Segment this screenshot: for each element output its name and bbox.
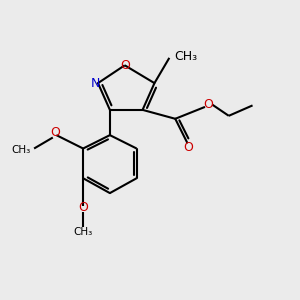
Text: CH₃: CH₃	[12, 145, 31, 155]
Text: CH₃: CH₃	[74, 227, 93, 237]
Text: O: O	[78, 202, 88, 214]
Text: N: N	[91, 76, 100, 90]
Text: O: O	[50, 126, 60, 139]
Text: O: O	[184, 140, 194, 154]
Text: CH₃: CH₃	[174, 50, 197, 63]
Text: O: O	[120, 59, 130, 72]
Text: O: O	[204, 98, 214, 111]
